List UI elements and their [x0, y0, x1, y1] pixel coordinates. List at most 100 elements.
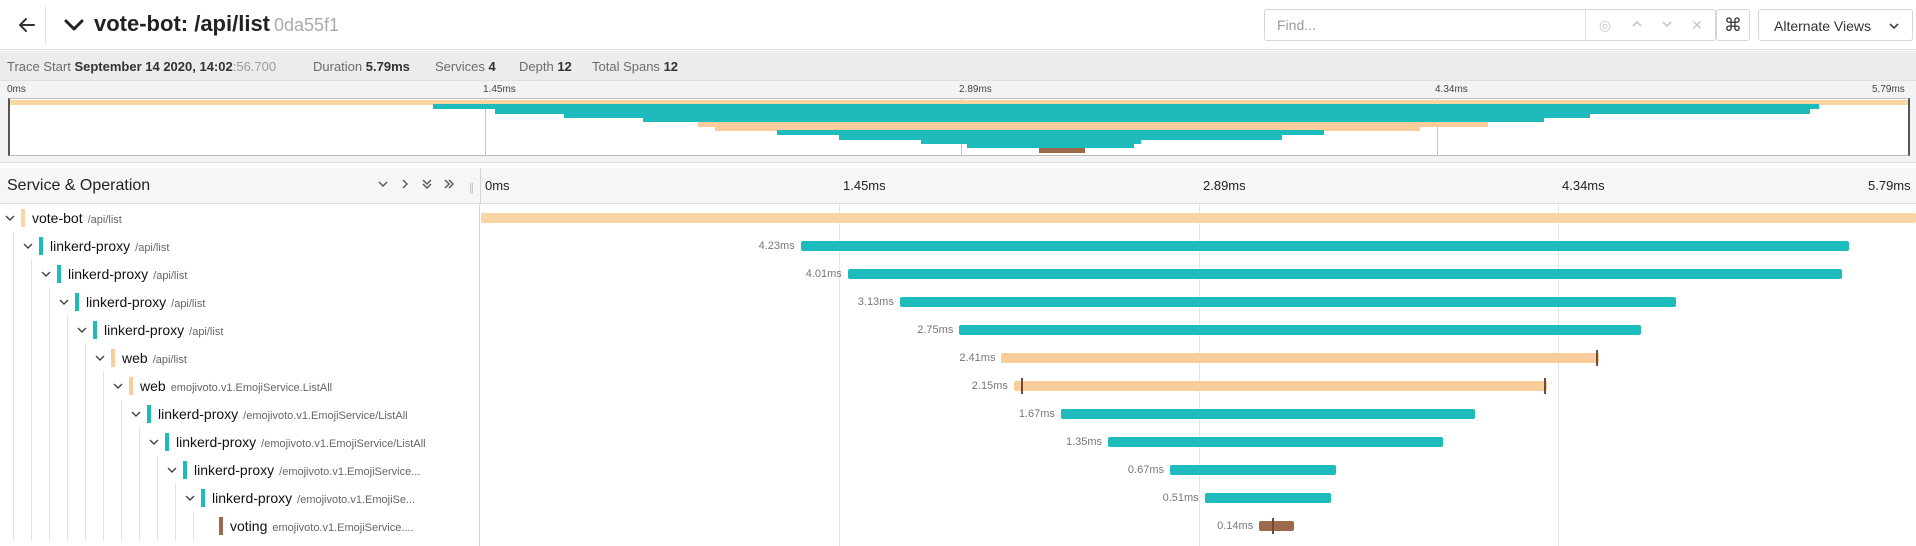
collapse-chevron-icon[interactable]	[62, 13, 86, 37]
column-resize-handle[interactable]: ||	[469, 182, 474, 194]
tree-guide-line	[157, 512, 158, 540]
span-bar[interactable]	[1204, 493, 1332, 503]
span-duration-label: 1.35ms	[1065, 436, 1103, 448]
service-operation-title: Service & Operation	[7, 177, 151, 194]
span-duration-label: 3.13ms	[857, 296, 894, 308]
service-name: linkerd-proxy	[50, 238, 131, 254]
span-row-label[interactable]: linkerd-proxy/emojivoto.v1.EmojiSe...	[0, 484, 480, 512]
span-bar[interactable]	[899, 297, 1676, 307]
span-bar[interactable]	[847, 269, 1842, 279]
span-bar[interactable]	[1060, 409, 1475, 419]
span-log-marker	[1021, 378, 1024, 394]
span-bar[interactable]	[1108, 437, 1443, 447]
locate-icon[interactable]: ◎	[1598, 17, 1612, 33]
column-divider[interactable]	[480, 168, 481, 204]
span-row-label[interactable]: linkerd-proxy/emojivoto.v1.EmojiService.…	[0, 456, 480, 484]
expand-chevron-icon[interactable]	[22, 240, 34, 252]
tree-guide-line	[13, 372, 14, 400]
service-color-stripe	[201, 489, 205, 507]
span-bar[interactable]	[1259, 521, 1294, 531]
services-count: Services 4	[435, 59, 496, 74]
chevron-up-icon[interactable]	[1627, 15, 1647, 35]
span-row-label[interactable]: linkerd-proxy/api/list	[0, 316, 480, 344]
operation-name: /emojivoto.v1.EmojiService/ListAll	[243, 410, 408, 422]
timeline-tick: 5.79ms	[1868, 178, 1911, 193]
collapse-all-icon[interactable]	[419, 178, 435, 194]
span-bar[interactable]	[959, 325, 1641, 335]
collapse-one-icon[interactable]	[375, 178, 391, 194]
expand-all-icon[interactable]	[441, 178, 457, 194]
tree-guide-line	[139, 512, 140, 540]
tree-guide-line	[31, 512, 32, 540]
operation-name: /emojivoto.v1.EmojiService/ListAll	[261, 438, 426, 450]
arrow-left-icon	[18, 18, 35, 32]
minimap-tick: 1.45ms	[483, 84, 516, 95]
expand-chevron-icon[interactable]	[40, 268, 52, 280]
span-row-label[interactable]: linkerd-proxy/api/list	[0, 232, 480, 260]
depth: Depth 12	[519, 59, 572, 74]
minimap-gridline	[1437, 99, 1438, 155]
minimap-span-bar	[921, 139, 1141, 144]
expand-chevron-icon[interactable]	[94, 352, 106, 364]
expand-chevron-icon[interactable]	[148, 436, 160, 448]
span-rows: vote-bot/api/list linkerd-proxy/api/list l…	[0, 204, 1916, 546]
span-bar[interactable]	[1013, 381, 1547, 391]
tree-guide-line	[13, 316, 14, 344]
tree-guide-line	[67, 372, 68, 400]
timeline-gridline	[839, 204, 840, 546]
span-duration-label: 4.01ms	[805, 268, 842, 280]
minimap-tick: 5.79ms	[1872, 84, 1905, 95]
tree-guide-line	[49, 456, 50, 484]
timeline-tick: 1.45ms	[843, 178, 886, 193]
minimap-tick: 0ms	[7, 84, 26, 95]
span-row-label[interactable]: vote-bot/api/list	[0, 204, 480, 232]
find-box: ◎ ✕	[1264, 9, 1716, 41]
tree-guide-line	[85, 484, 86, 512]
span-row-label[interactable]: linkerd-proxy/api/list	[0, 288, 480, 316]
trace-start: Trace Start September 14 2020, 14:02:56.…	[7, 59, 276, 74]
span-row-label[interactable]: web emojivoto.v1.EmojiService.ListAll	[0, 372, 480, 400]
span-bar[interactable]	[800, 241, 1850, 251]
back-button[interactable]	[8, 6, 46, 44]
expand-chevron-icon[interactable]	[130, 408, 142, 420]
expand-one-icon[interactable]	[397, 178, 413, 194]
span-tree-panel: vote-bot/api/list linkerd-proxy/api/list l…	[0, 204, 480, 546]
span-bar[interactable]	[1169, 465, 1337, 475]
tree-guide-line	[49, 484, 50, 512]
command-icon: ⌘	[1724, 14, 1742, 35]
expand-chevron-icon[interactable]	[112, 380, 124, 392]
span-row-label[interactable]: linkerd-proxy/emojivoto.v1.EmojiService/…	[0, 400, 480, 428]
expand-chevron-icon[interactable]	[58, 296, 70, 308]
span-duration-label: 2.75ms	[917, 324, 954, 336]
span-row-label[interactable]: linkerd-proxy/api/list	[0, 260, 480, 288]
tree-guide-line	[85, 400, 86, 428]
expand-chevron-icon[interactable]	[166, 464, 178, 476]
keyboard-shortcuts-button[interactable]: ⌘	[1716, 9, 1750, 41]
tree-guide-line	[49, 316, 50, 344]
minimap-viewport[interactable]	[8, 98, 1910, 156]
service-name: web	[140, 378, 166, 394]
span-row-label[interactable]: linkerd-proxy/emojivoto.v1.EmojiService/…	[0, 428, 480, 456]
find-input[interactable]	[1265, 10, 1585, 40]
span-service-name: web/api/list	[122, 350, 187, 366]
tree-guide-line	[193, 512, 194, 540]
span-bar[interactable]	[481, 213, 1916, 223]
timeline-gridline	[1558, 204, 1559, 546]
span-bar[interactable]	[1001, 353, 1599, 363]
span-duration-label: 0.14ms	[1217, 520, 1254, 532]
expand-chevron-icon[interactable]	[4, 212, 16, 224]
trace-minimap[interactable]: 0ms 1.45ms 2.89ms 4.34ms 5.79ms	[0, 81, 1916, 163]
span-row-label[interactable]: voting emojivoto.v1.EmojiService....	[0, 512, 480, 540]
expand-chevron-icon[interactable]	[184, 492, 196, 504]
minimap-span-bar	[10, 100, 1908, 105]
expand-chevron-icon[interactable]	[76, 324, 88, 336]
chevron-down-icon[interactable]	[1657, 15, 1677, 35]
clear-icon[interactable]: ✕	[1691, 17, 1703, 33]
tree-guide-line	[157, 456, 158, 484]
alternate-views-dropdown[interactable]: Alternate Views	[1758, 9, 1913, 41]
minimap-span-bar	[839, 134, 1282, 140]
span-row-label[interactable]: web/api/list	[0, 344, 480, 372]
tree-guide-line	[67, 512, 68, 540]
timeline-gridline	[1199, 204, 1200, 546]
trace-summary-bar: Trace Start September 14 2020, 14:02:56.…	[0, 51, 1916, 81]
